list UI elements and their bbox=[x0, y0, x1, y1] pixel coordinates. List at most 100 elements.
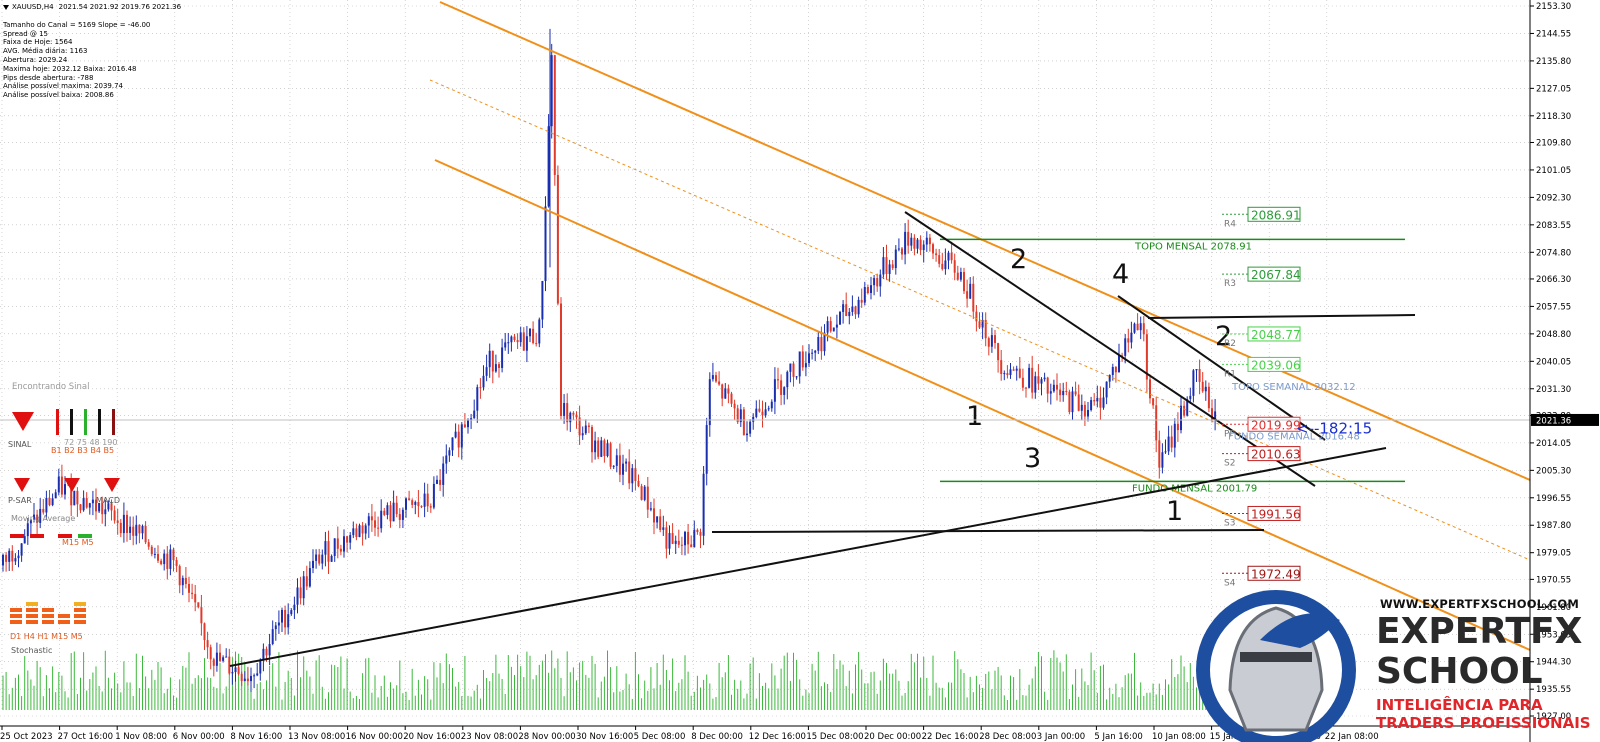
candle-body bbox=[817, 336, 820, 351]
candle-body bbox=[804, 363, 807, 368]
candle-body bbox=[662, 527, 665, 530]
candle-body bbox=[476, 387, 479, 411]
pivot-box bbox=[1247, 416, 1301, 432]
candle-body bbox=[70, 482, 73, 506]
watermark-site: WWW.EXPERTFXSCHOOL.COM bbox=[1380, 597, 1580, 611]
price-tick-label: 2109.80 bbox=[1536, 138, 1571, 148]
candle-body bbox=[770, 401, 773, 409]
wave-label: 2 bbox=[1215, 321, 1232, 352]
strength-bar bbox=[26, 608, 38, 612]
time-tick-label: 27 Oct 16:00 bbox=[58, 732, 113, 742]
candle-body bbox=[711, 375, 714, 380]
pivot-tag: S4 bbox=[1224, 578, 1236, 588]
candle-body bbox=[575, 414, 578, 418]
candle-body bbox=[98, 502, 101, 512]
candle-body bbox=[1142, 323, 1145, 335]
candle-body bbox=[1164, 451, 1167, 453]
candle-body bbox=[634, 468, 637, 481]
candle-body bbox=[383, 510, 386, 515]
ma-tf-dash bbox=[10, 534, 24, 538]
candle-body bbox=[699, 531, 702, 536]
sell-arrow-icon bbox=[14, 478, 30, 492]
wave-label: 1 bbox=[966, 401, 983, 432]
price-tick-label: 2074.80 bbox=[1536, 248, 1571, 258]
candle-body bbox=[761, 411, 764, 416]
trendline bbox=[711, 529, 1265, 533]
candle-body bbox=[1183, 405, 1186, 416]
candle-body bbox=[727, 388, 730, 394]
candle-body bbox=[485, 367, 488, 376]
candle-body bbox=[820, 336, 823, 352]
candle-body bbox=[1074, 391, 1077, 395]
candle-body bbox=[73, 490, 76, 506]
candle-body bbox=[832, 327, 835, 332]
candle-body bbox=[684, 531, 686, 546]
candle-body bbox=[718, 381, 721, 385]
time-tick-label: 10 Jan 08:00 bbox=[1152, 732, 1206, 742]
info-line: Abertura: 2029.24 bbox=[3, 55, 68, 64]
candle-body bbox=[1040, 379, 1043, 384]
pivot-tag: R3 bbox=[1224, 279, 1236, 289]
candle-body bbox=[54, 492, 57, 499]
candle-body bbox=[563, 403, 566, 416]
candle-body bbox=[798, 351, 801, 377]
candle-body bbox=[147, 542, 150, 547]
candle-body bbox=[163, 553, 166, 565]
candle-body bbox=[811, 352, 814, 354]
candle-body bbox=[33, 514, 35, 520]
candle-body bbox=[445, 455, 448, 464]
candle-body bbox=[277, 622, 280, 626]
price-tick-label: 1979.05 bbox=[1536, 549, 1571, 559]
candle-body bbox=[739, 409, 742, 423]
candle-body bbox=[938, 255, 941, 264]
candle-body bbox=[253, 675, 256, 677]
candle-body bbox=[1056, 384, 1058, 390]
candle-body bbox=[947, 252, 950, 261]
candle-body bbox=[1149, 379, 1151, 399]
candle-body bbox=[637, 480, 640, 487]
candle-body bbox=[237, 667, 240, 674]
candle-body bbox=[299, 587, 302, 599]
candle-body bbox=[538, 319, 541, 344]
grid bbox=[0, 0, 1530, 717]
candle-body bbox=[5, 554, 8, 562]
dropdown-triangle-icon[interactable] bbox=[3, 4, 9, 10]
candle-body bbox=[305, 576, 308, 587]
candle-body bbox=[857, 299, 860, 315]
pivot-box bbox=[1247, 326, 1301, 342]
candle-body bbox=[336, 538, 339, 549]
candle-body bbox=[352, 528, 355, 536]
pivot-box bbox=[1247, 446, 1301, 462]
candle-body bbox=[1006, 373, 1009, 376]
candle-body bbox=[1136, 323, 1139, 331]
candle-body bbox=[129, 526, 132, 533]
candle-body bbox=[792, 363, 795, 377]
candle-body bbox=[231, 672, 234, 674]
candle-body bbox=[842, 304, 845, 312]
pivot-tag: R4 bbox=[1224, 219, 1236, 229]
candle-body bbox=[361, 525, 364, 534]
price-tick-label: 2153.30 bbox=[1536, 2, 1571, 12]
candle-body bbox=[175, 560, 178, 567]
candle-body bbox=[451, 437, 454, 451]
signal-bar bbox=[112, 409, 115, 435]
candle-body bbox=[426, 493, 429, 507]
fundo-semanal-label: FUNDO SEMANAL 2016.48 bbox=[1228, 431, 1360, 442]
macd-label: MACD bbox=[96, 496, 120, 505]
pivot-value: 1991.56 bbox=[1251, 507, 1301, 521]
pivot-value: 1972.49 bbox=[1251, 567, 1301, 581]
candle-body bbox=[916, 239, 919, 249]
time-tick-label: 6 Nov 00:00 bbox=[173, 732, 225, 742]
price-tick-label: 2083.55 bbox=[1536, 221, 1571, 231]
candle-body bbox=[370, 516, 373, 521]
brand-line-1: EXPERTFX bbox=[1376, 611, 1583, 652]
time-tick-label: 28 Dec 08:00 bbox=[979, 732, 1036, 742]
wave-label: 3 bbox=[1024, 443, 1041, 474]
candle-body bbox=[256, 673, 259, 676]
pivot-box bbox=[1247, 206, 1301, 222]
candle-body bbox=[240, 673, 243, 682]
candle-body bbox=[234, 667, 237, 673]
candle-body bbox=[116, 520, 119, 523]
candle-body bbox=[615, 455, 618, 466]
